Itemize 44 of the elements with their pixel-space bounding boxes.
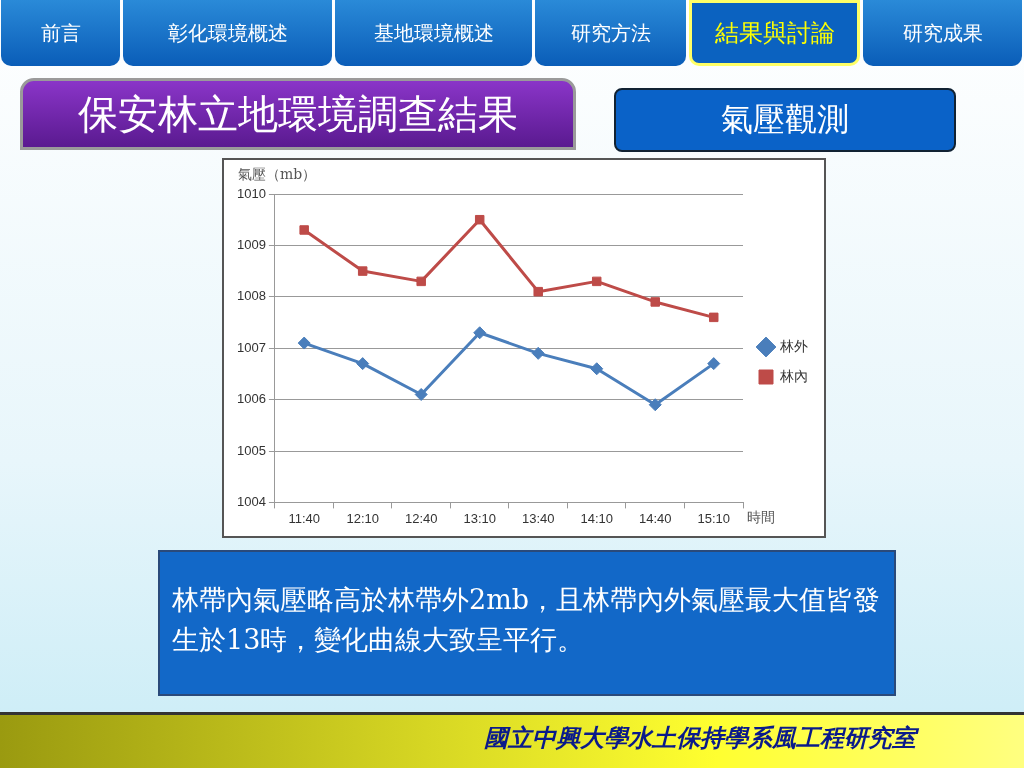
text: 林帶內氣壓略高於林帶外2mb，且林帶內外氣壓最大值皆發生於13時，變化曲線大致呈平行。	[158, 550, 896, 696]
y-tick-label: 1008	[237, 288, 266, 304]
x-tick-label: 12:10	[346, 510, 379, 526]
point	[531, 346, 545, 360]
legend-label: 林內	[779, 367, 808, 384]
x-tick-label: 14:40	[638, 510, 672, 526]
point	[416, 276, 426, 287]
x-tick-label: 14:10	[580, 510, 613, 526]
x-tick-label: 11:40	[288, 510, 320, 526]
point	[709, 312, 719, 323]
y-tick-label: 1010	[237, 185, 266, 201]
point	[356, 357, 370, 371]
chart-title: 保安林立地環境調查結果	[20, 78, 576, 150]
y-tick-label: 1005	[237, 442, 266, 458]
point	[473, 326, 487, 340]
text: 基地環境概述	[335, 0, 532, 66]
point	[648, 398, 662, 412]
x-tick-label: 15:10	[697, 510, 731, 526]
chart-subtitle: 氣壓觀測	[614, 88, 956, 152]
point	[533, 286, 543, 297]
x-tick-label: 12:40	[404, 510, 438, 526]
y-axis-title: 氣壓（mb）	[238, 165, 317, 182]
x-axis-title: 時間	[747, 508, 775, 525]
point	[591, 276, 602, 287]
x-tick-label: 13:10	[463, 510, 496, 526]
y-tick-label: 1009	[237, 236, 266, 252]
legend-label: 林外	[779, 337, 808, 354]
point	[590, 362, 604, 376]
text: 彰化環境概述	[123, 0, 332, 66]
point	[650, 297, 660, 307]
point	[474, 214, 485, 225]
point	[357, 266, 368, 276]
point	[414, 387, 428, 401]
point	[297, 336, 311, 350]
y-tick-label: 1004	[237, 493, 266, 509]
text: 前言	[1, 0, 120, 66]
y-tick-label: 1006	[237, 391, 266, 407]
text: 研究方法	[535, 0, 686, 66]
y-tick-label: 1007	[237, 339, 266, 355]
text: 結果與討論	[689, 0, 860, 66]
point	[299, 225, 309, 235]
text: 研究成果	[863, 0, 1022, 66]
x-tick-label: 13:40	[521, 510, 555, 526]
point	[707, 357, 721, 371]
